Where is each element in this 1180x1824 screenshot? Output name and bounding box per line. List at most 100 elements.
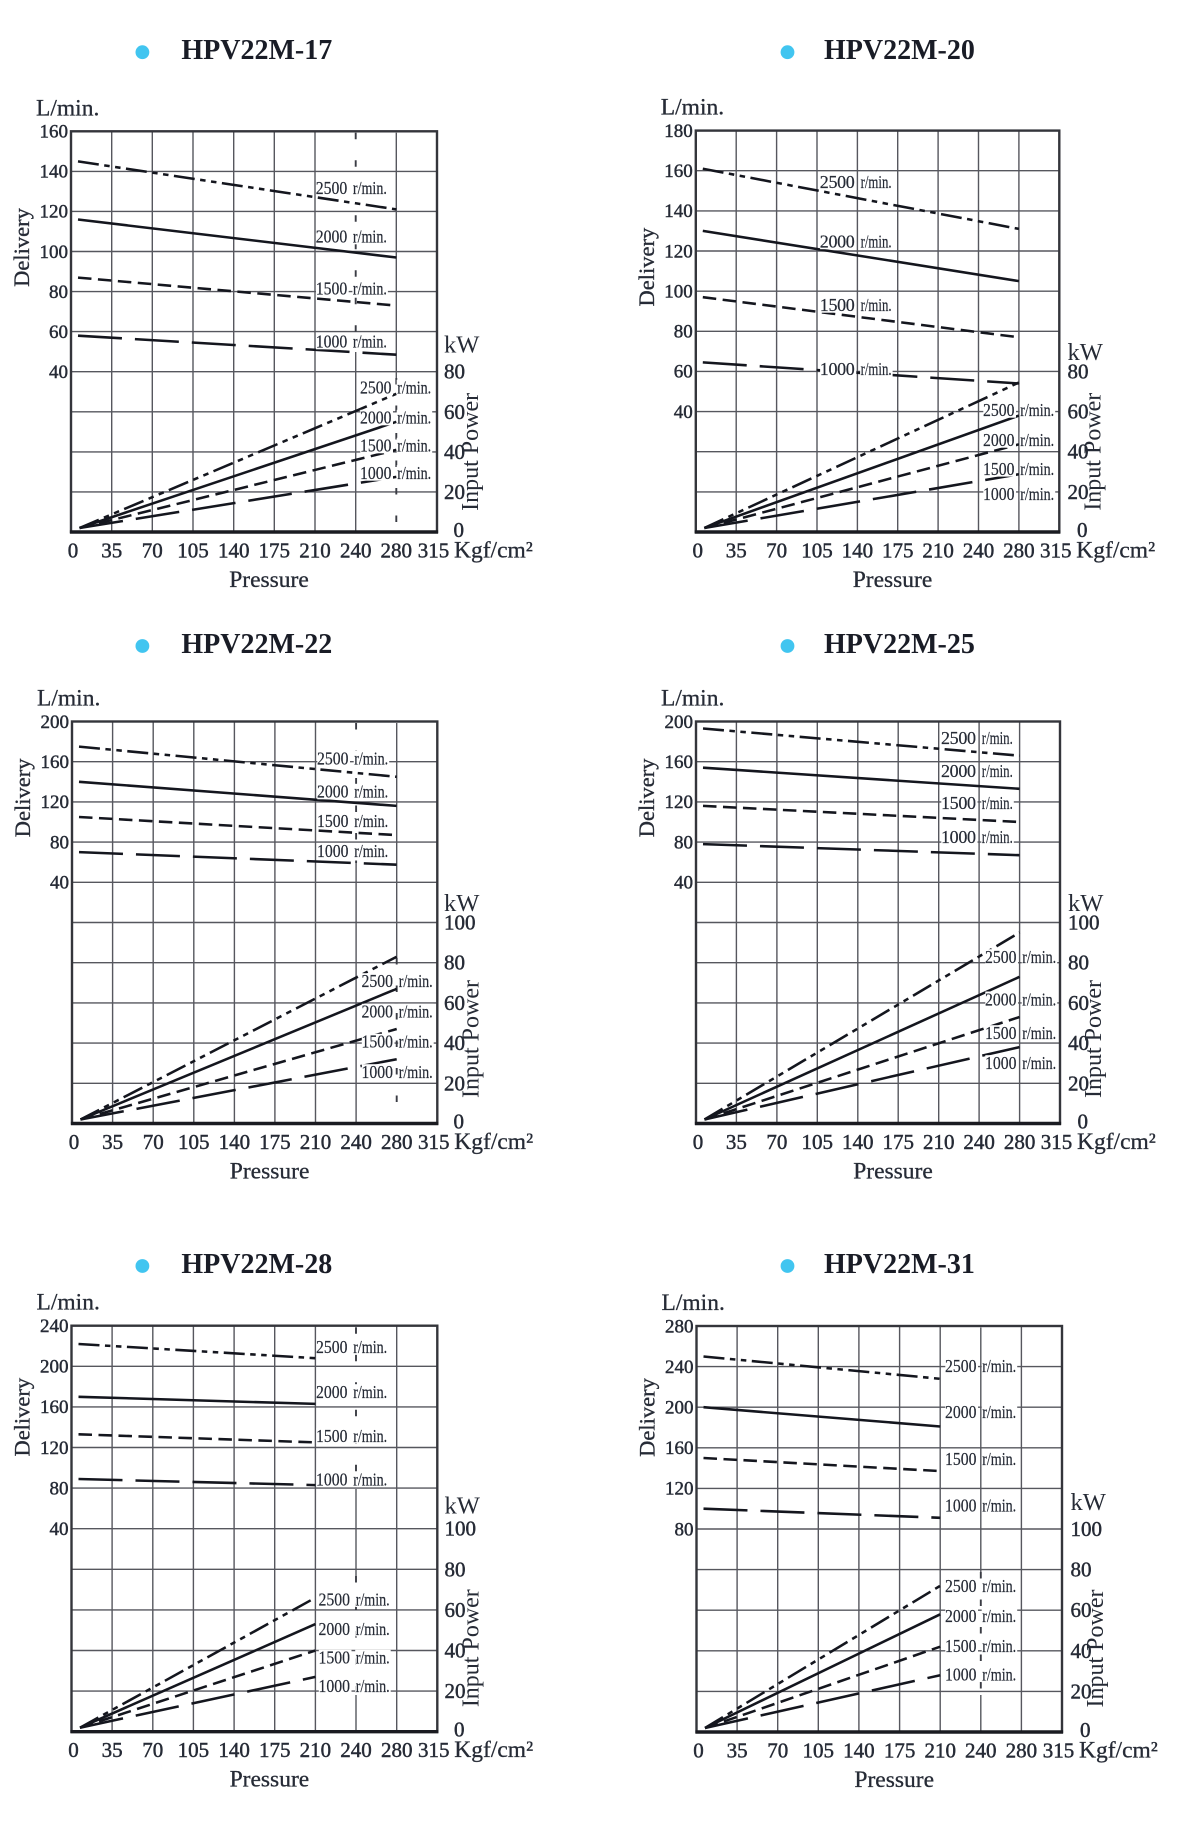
svg-text:2500: 2500 xyxy=(985,947,1017,967)
svg-text:L/min.: L/min. xyxy=(661,686,724,712)
svg-text:r/min.: r/min. xyxy=(356,1648,390,1668)
svg-text:r/min.: r/min. xyxy=(353,1426,387,1446)
svg-text:35: 35 xyxy=(102,1738,123,1762)
svg-text:200: 200 xyxy=(41,712,70,733)
svg-text:HPV22M-20: HPV22M-20 xyxy=(824,35,975,66)
svg-text:100: 100 xyxy=(1068,911,1100,935)
svg-text:r/min.: r/min. xyxy=(353,1337,387,1357)
svg-text:160: 160 xyxy=(664,161,693,182)
svg-text:175: 175 xyxy=(884,1739,916,1763)
svg-text:210: 210 xyxy=(923,1130,955,1154)
svg-text:2000: 2000 xyxy=(317,782,349,802)
svg-text:1500: 1500 xyxy=(983,459,1015,479)
svg-text:140: 140 xyxy=(219,1130,251,1154)
svg-text:r/min.: r/min. xyxy=(356,1676,390,1696)
svg-text:r/min.: r/min. xyxy=(399,1032,433,1052)
svg-text:r/min.: r/min. xyxy=(397,408,431,428)
svg-text:40: 40 xyxy=(1068,440,1089,464)
svg-text:2000: 2000 xyxy=(316,227,348,247)
svg-text:Pressure: Pressure xyxy=(853,567,933,593)
svg-text:80: 80 xyxy=(50,832,69,853)
svg-text:HPV22M-31: HPV22M-31 xyxy=(824,1249,975,1280)
svg-text:r/min.: r/min. xyxy=(353,332,387,352)
svg-text:100: 100 xyxy=(1071,1517,1103,1541)
svg-text:20: 20 xyxy=(1068,480,1089,504)
svg-text:200: 200 xyxy=(40,1357,69,1378)
svg-text:1000: 1000 xyxy=(316,1469,348,1489)
svg-text:20: 20 xyxy=(444,1071,465,1095)
svg-text:315: 315 xyxy=(418,1738,450,1762)
svg-text:280: 280 xyxy=(381,539,413,563)
svg-text:80: 80 xyxy=(1071,1558,1092,1582)
svg-text:180: 180 xyxy=(664,121,693,142)
svg-text:Input Power: Input Power xyxy=(458,1589,484,1707)
svg-text:r/min.: r/min. xyxy=(1020,400,1054,420)
svg-text:r/min.: r/min. xyxy=(1022,1053,1056,1073)
svg-text:r/min.: r/min. xyxy=(982,761,1013,781)
svg-text:315: 315 xyxy=(1041,1130,1073,1154)
svg-text:1500: 1500 xyxy=(820,295,855,315)
svg-text:140: 140 xyxy=(218,1738,250,1762)
svg-text:40: 40 xyxy=(444,1031,465,1055)
svg-text:280: 280 xyxy=(1003,539,1035,563)
svg-text:r/min.: r/min. xyxy=(982,1636,1016,1656)
svg-text:0: 0 xyxy=(69,1130,80,1154)
svg-text:2000: 2000 xyxy=(945,1402,977,1422)
svg-text:280: 280 xyxy=(1004,1130,1036,1154)
svg-text:70: 70 xyxy=(142,1738,163,1762)
svg-text:r/min.: r/min. xyxy=(1022,1023,1056,1043)
svg-text:80: 80 xyxy=(49,282,68,303)
svg-text:60: 60 xyxy=(444,400,465,424)
svg-text:40: 40 xyxy=(49,362,68,383)
svg-text:1500: 1500 xyxy=(360,436,392,456)
svg-text:2500: 2500 xyxy=(945,1356,977,1376)
svg-text:r/min.: r/min. xyxy=(982,728,1013,748)
svg-text:60: 60 xyxy=(1068,400,1089,424)
svg-text:160: 160 xyxy=(41,752,70,773)
svg-text:Input Power: Input Power xyxy=(458,393,484,511)
svg-text:240: 240 xyxy=(340,1130,372,1154)
svg-text:r/min.: r/min. xyxy=(353,227,387,247)
svg-text:1000: 1000 xyxy=(360,463,392,483)
svg-text:1000: 1000 xyxy=(820,359,855,379)
svg-text:35: 35 xyxy=(727,1739,748,1763)
svg-text:0: 0 xyxy=(1080,1718,1091,1742)
svg-text:Kgf/cm²: Kgf/cm² xyxy=(454,1737,533,1763)
svg-text:0: 0 xyxy=(693,1130,704,1154)
svg-text:200: 200 xyxy=(665,1398,694,1419)
svg-text:1500: 1500 xyxy=(316,279,348,299)
svg-text:kW: kW xyxy=(444,890,480,917)
svg-text:60: 60 xyxy=(49,322,68,343)
svg-text:175: 175 xyxy=(882,539,914,563)
svg-text:2500: 2500 xyxy=(316,1337,348,1357)
svg-text:2000: 2000 xyxy=(316,1382,348,1402)
svg-text:280: 280 xyxy=(381,1738,413,1762)
svg-text:120: 120 xyxy=(41,792,70,813)
svg-text:210: 210 xyxy=(300,1738,332,1762)
svg-text:240: 240 xyxy=(665,1357,694,1378)
svg-text:r/min.: r/min. xyxy=(982,1402,1016,1422)
svg-text:315: 315 xyxy=(418,1130,450,1154)
svg-text:r/min.: r/min. xyxy=(982,1449,1016,1469)
svg-text:40: 40 xyxy=(1068,1031,1089,1055)
svg-text:r/min.: r/min. xyxy=(399,971,433,991)
svg-text:2000: 2000 xyxy=(945,1606,977,1626)
svg-text:r/min.: r/min. xyxy=(399,1002,433,1022)
svg-text:0: 0 xyxy=(454,1110,465,1134)
svg-text:80: 80 xyxy=(674,322,693,343)
svg-text:240: 240 xyxy=(963,1130,995,1154)
svg-text:Delivery: Delivery xyxy=(10,1377,35,1456)
svg-text:70: 70 xyxy=(143,1130,164,1154)
svg-text:1500: 1500 xyxy=(319,1648,351,1668)
svg-text:175: 175 xyxy=(259,1738,291,1762)
svg-text:HPV22M-22: HPV22M-22 xyxy=(181,629,332,660)
svg-text:210: 210 xyxy=(924,1739,956,1763)
svg-text:2500: 2500 xyxy=(941,728,976,748)
svg-text:1000: 1000 xyxy=(316,332,348,352)
svg-text:1500: 1500 xyxy=(945,1449,977,1469)
svg-text:2500: 2500 xyxy=(362,971,394,991)
svg-text:r/min.: r/min. xyxy=(397,436,431,456)
svg-text:1000: 1000 xyxy=(941,827,976,847)
svg-text:160: 160 xyxy=(40,1397,69,1418)
svg-text:315: 315 xyxy=(1040,539,1072,563)
